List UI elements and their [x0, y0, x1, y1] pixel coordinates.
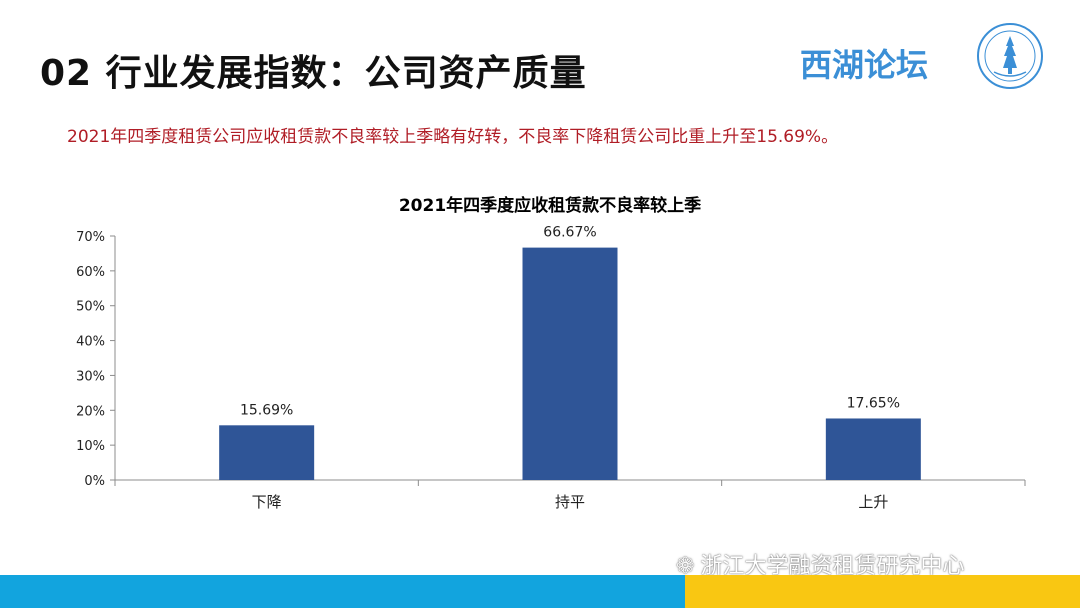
x-category-label: 上升: [858, 493, 888, 511]
footer-stripe-blue: [0, 575, 685, 608]
wechat-icon: ❁: [676, 554, 695, 579]
bar-2: [522, 247, 618, 480]
chart-title: 2021年四季度应收租赁款不良率较上季: [399, 195, 701, 216]
bar-3: [825, 418, 921, 480]
x-category-label: 下降: [252, 493, 282, 511]
data-label: 66.67%: [543, 225, 596, 241]
y-tick-label: 40%: [76, 335, 105, 350]
y-tick-label: 0%: [84, 474, 105, 489]
brand-name: 西湖论坛: [800, 46, 929, 84]
bar-chart: 2021年四季度应收租赁款不良率较上季 0% 10% 20% 30% 40% 50% 60%…: [76, 195, 1026, 511]
y-tick-label: 30%: [76, 369, 105, 384]
data-label: 17.65%: [847, 395, 900, 411]
forum-logo-icon: [977, 23, 1043, 89]
slide-title: 02 行业发展指数：公司资产质量: [40, 53, 587, 94]
summary-text: 2021年四季度租赁公司应收租赁款不良率较上季略有好转，不良率下降租赁公司比重上…: [67, 127, 839, 147]
y-tick-label: 60%: [76, 265, 105, 280]
bar-1: [219, 425, 315, 480]
watermark-text: 浙江大学融资租赁研究中心: [700, 554, 965, 579]
watermark: ❁ 浙江大学融资租赁研究中心: [676, 548, 964, 580]
chart-bars: 15.69% 66.67% 17.65%: [219, 225, 921, 480]
y-tick-label: 20%: [76, 404, 105, 419]
y-tick-label: 50%: [76, 300, 105, 315]
y-tick-label: 70%: [76, 230, 105, 245]
data-label: 15.69%: [240, 402, 293, 418]
x-category-label: 持平: [555, 493, 585, 511]
y-tick-label: 10%: [76, 439, 105, 454]
footer-stripe-yellow: [685, 575, 1080, 608]
